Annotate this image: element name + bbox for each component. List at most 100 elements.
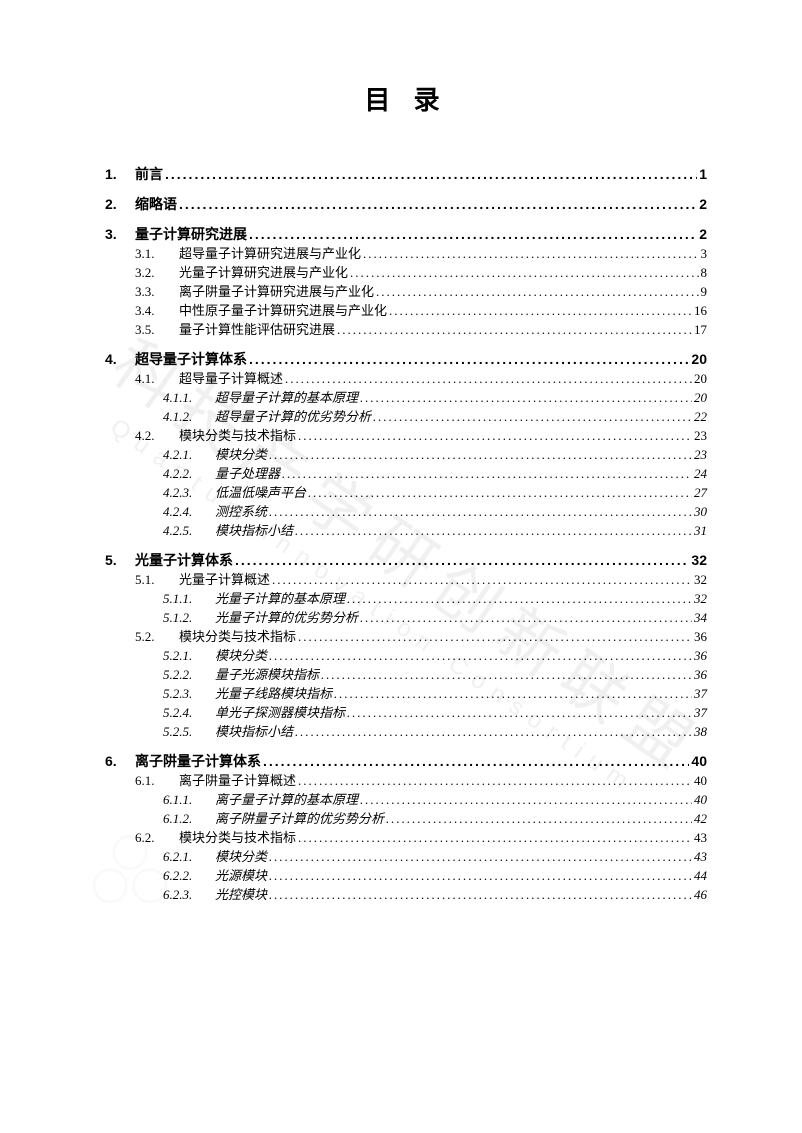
toc-entry: 5.2.5.模块指标小结38 [105, 725, 707, 738]
toc-label: 超导量子计算的基本原理 [215, 391, 358, 404]
toc-label: 离子阱量子计算概述 [179, 774, 296, 787]
toc-page-number: 34 [692, 611, 707, 624]
toc-label: 模块指标小结 [215, 524, 293, 537]
toc-number: 4.2.2. [163, 467, 215, 480]
toc-leader-dots [163, 167, 697, 181]
toc-leader-dots [267, 505, 692, 518]
toc-leader-dots [296, 774, 692, 787]
toc-leader-dots [267, 888, 692, 901]
toc-number: 6.2.3. [163, 888, 215, 901]
toc-label: 光量子计算体系 [135, 553, 233, 567]
toc-number: 5.2.1. [163, 649, 215, 662]
toc-entry: 3.1.超导量子计算研究进展与产业化 3 [105, 247, 707, 260]
toc-number: 6.1. [135, 774, 179, 787]
toc-number: 4.2.5. [163, 524, 215, 537]
toc-leader-dots [270, 573, 692, 586]
toc-number: 5.2.2. [163, 668, 215, 681]
toc-number: 3.4. [135, 304, 179, 317]
toc-leader-dots [280, 467, 692, 480]
toc-number: 6.2. [135, 831, 179, 844]
toc-entry: 4.2.2.量子处理器 24 [105, 467, 707, 480]
toc-entry: 5.2.2.量子光源模块指标36 [105, 668, 707, 681]
toc-label: 模块分类 [215, 448, 267, 461]
toc-page-number: 32 [692, 573, 707, 586]
toc-page-number: 43 [692, 850, 707, 863]
toc-page-number: 24 [692, 467, 707, 480]
toc-number: 5. [105, 553, 135, 567]
toc-list: 1.前言12.缩略语23.量子计算研究进展23.1.超导量子计算研究进展与产业化… [105, 167, 707, 901]
toc-entry: 5.2.1.模块分类36 [105, 649, 707, 662]
toc-page-number: 44 [692, 869, 707, 882]
toc-label: 超导量子计算体系 [135, 352, 247, 366]
toc-number: 5.2.3. [163, 687, 215, 700]
toc-number: 3.1. [135, 247, 179, 260]
toc-page-number: 9 [699, 285, 708, 298]
toc-number: 6.2.2. [163, 869, 215, 882]
toc-page-number: 38 [692, 725, 707, 738]
toc-page-number: 17 [692, 323, 707, 336]
toc-label: 离子量子计算的基本原理 [215, 793, 358, 806]
toc-page-number: 37 [692, 706, 707, 719]
toc-number: 5.2. [135, 630, 179, 643]
toc-entry: 5.1.光量子计算概述32 [105, 573, 707, 586]
toc-page-number: 40 [692, 774, 707, 787]
toc-label: 量子计算研究进展 [135, 227, 247, 241]
toc-leader-dots [247, 227, 697, 241]
toc-page-number: 46 [692, 888, 707, 901]
toc-number: 1. [105, 167, 135, 181]
toc-leader-dots [293, 524, 692, 537]
toc-label: 模块分类与技术指标 [179, 630, 296, 643]
toc-page-number: 3 [699, 247, 708, 260]
toc-entry: 4.超导量子计算体系20 [105, 352, 707, 366]
toc-leader-dots [247, 352, 689, 366]
toc-entry: 3.4.中性原子量子计算研究进展与产业化 16 [105, 304, 707, 317]
toc-label: 光量子计算的优劣势分析 [215, 611, 358, 624]
toc-leader-dots [348, 266, 698, 279]
toc-label: 超导量子计算概述 [179, 372, 283, 385]
toc-entry: 3.量子计算研究进展 2 [105, 227, 707, 241]
toc-label: 量子计算性能评估研究进展 [179, 323, 335, 336]
toc-page-number: 16 [692, 304, 707, 317]
toc-page-number: 2 [697, 197, 707, 211]
toc-number: 5.1. [135, 573, 179, 586]
toc-number: 4. [105, 352, 135, 366]
toc-leader-dots [319, 668, 692, 681]
toc-page-number: 32 [689, 553, 707, 567]
toc-page-number: 8 [699, 266, 708, 279]
toc-page-number: 43 [692, 831, 707, 844]
toc-entry: 6.2.1.模块分类43 [105, 850, 707, 863]
toc-label: 低温低噪声平台 [215, 486, 306, 499]
toc-number: 3.2. [135, 266, 179, 279]
toc-entry: 4.1.超导量子计算概述20 [105, 372, 707, 385]
page: 目 录 1.前言12.缩略语23.量子计算研究进展23.1.超导量子计算研究进展… [0, 0, 802, 961]
toc-page-number: 40 [689, 754, 707, 768]
toc-entry: 5.光量子计算体系 32 [105, 553, 707, 567]
toc-leader-dots [267, 649, 692, 662]
toc-label: 超导量子计算研究进展与产业化 [179, 247, 361, 260]
toc-leader-dots [283, 372, 692, 385]
toc-leader-dots [177, 197, 697, 211]
toc-label: 中性原子量子计算研究进展与产业化 [179, 304, 387, 317]
toc-entry: 6.2.3.光控模块46 [105, 888, 707, 901]
toc-entry: 6.1.2.离子阱量子计算的优劣势分析42 [105, 812, 707, 825]
toc-number: 5.2.5. [163, 725, 215, 738]
toc-leader-dots [332, 687, 692, 700]
toc-label: 光量子线路模块指标 [215, 687, 332, 700]
toc-label: 量子处理器 [215, 467, 280, 480]
toc-label: 量子光源模块指标 [215, 668, 319, 681]
toc-leader-dots [374, 285, 698, 298]
toc-page-number: 22 [692, 410, 707, 423]
toc-page-number: 23 [692, 448, 707, 461]
toc-label: 光量子计算的基本原理 [215, 592, 345, 605]
toc-leader-dots [345, 592, 692, 605]
toc-leader-dots [261, 754, 689, 768]
toc-label: 单光子探测器模块指标 [215, 706, 345, 719]
toc-entry: 5.2.模块分类与技术指标36 [105, 630, 707, 643]
toc-entry: 6.2.2.光源模块44 [105, 869, 707, 882]
toc-entry: 1.前言1 [105, 167, 707, 181]
toc-page-number: 2 [697, 227, 707, 241]
toc-title: 目 录 [105, 80, 707, 117]
toc-leader-dots [361, 247, 698, 260]
toc-number: 3. [105, 227, 135, 241]
toc-entry: 5.2.3.光量子线路模块指标37 [105, 687, 707, 700]
